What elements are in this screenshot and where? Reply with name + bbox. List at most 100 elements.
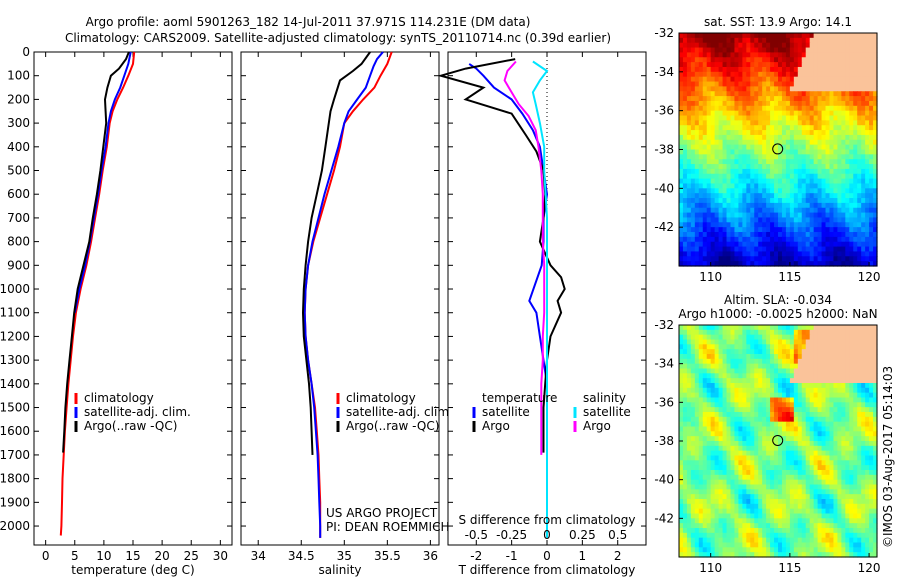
project-credit: US ARGO PROJECT [326, 506, 438, 520]
temperature-legend-label: climatology [84, 391, 154, 405]
temperature-xtick-label: 0 [42, 549, 50, 563]
figure-title-line1: Argo profile: aoml 5901263_182 14-Jul-20… [86, 15, 531, 29]
salinity-xtick-label: 36 [423, 549, 438, 563]
temperature-series-0 [59, 51, 136, 536]
salinity-xlabel: salinity [318, 563, 361, 577]
depth-tick-label: 300 [7, 116, 30, 130]
sla_map-ytick-label: -36 [654, 395, 674, 409]
temperature-series-2 [62, 51, 130, 453]
depth-tick-label: 1900 [0, 495, 30, 509]
sst_map-title: sat. SST: 13.9 Argo: 14.1 [704, 15, 852, 29]
difference-legend-label: satellite [583, 405, 631, 419]
difference-xtick-label: -2 [470, 549, 482, 563]
sst_map-xtick-label: 120 [858, 270, 881, 284]
salinity-frame [240, 51, 440, 546]
salinity-legend-label: climatology [346, 391, 416, 405]
difference-legend-label: satellite [482, 405, 530, 419]
depth-tick-label: 1600 [0, 424, 30, 438]
sst_map-ytick-label: -36 [654, 104, 674, 118]
temperature-xtick-label: 30 [213, 549, 228, 563]
sla_map-ytick-label: -34 [654, 357, 674, 371]
temperature-legend-label: satellite-adj. clim. [84, 405, 191, 419]
salinity-plot: 34 34.5 35 35.5 36 salinity climatologysatelli… [240, 51, 453, 577]
difference-xtick-label: -1 [506, 549, 518, 563]
difference-x2tick-label: 0.25 [569, 528, 596, 542]
imos-credit: ©IMOS 03-Aug-2017 05:14:03 [881, 366, 895, 548]
depth-tick-label: 200 [7, 92, 30, 106]
salinity-xtick-label: 35 [337, 549, 352, 563]
temperature-series-1 [73, 51, 132, 313]
salinity-legend-label: satellite-adj. clim. [346, 405, 453, 419]
difference-xlabel: T difference from climatology [458, 563, 636, 577]
depth-tick-label: 1400 [0, 377, 30, 391]
sla_map-ytick-label: -42 [654, 511, 674, 525]
temperature-xlabel: temperature (deg C) [71, 563, 194, 577]
difference-legend-header: temperature [482, 391, 557, 405]
temperature-legend-label: Argo(..raw -QC) [84, 419, 177, 433]
sla_map-xtick-label: 120 [858, 561, 881, 575]
difference-x2tick-label: -0.25 [496, 528, 527, 542]
sst_map-ytick-label: -34 [654, 65, 674, 79]
depth-tick-label: 1800 [0, 472, 30, 486]
depth-tick-label: 100 [7, 69, 30, 83]
sla_map-ytick-label: -38 [654, 434, 674, 448]
difference-legend-label: Argo [482, 419, 510, 433]
sst_map-xtick-label: 110 [699, 270, 722, 284]
difference-xtick-label: 1 [579, 549, 587, 563]
sst-map: 110 115 120 -32 -34 -36 -38 -40 -42 sat. SST: 13.… [654, 15, 880, 284]
depth-tick-label: 1500 [0, 401, 30, 415]
difference-x2tick-label: 0 [543, 528, 551, 542]
salinity-legend-label: Argo(..raw -QC) [346, 419, 439, 433]
pi-credit: PI: DEAN ROEMMICH [326, 520, 449, 534]
depth-tick-label: 1100 [0, 306, 30, 320]
salinity-series-1 [303, 51, 384, 538]
depth-tick-label: 2000 [0, 519, 30, 533]
temperature-xtick-label: 10 [96, 549, 111, 563]
sla_map-field [679, 325, 878, 558]
temperature-xtick-label: 20 [154, 549, 169, 563]
salinity-xtick-label: 35.5 [374, 549, 401, 563]
sla_map-ytick-label: -40 [654, 473, 674, 487]
depth-tick-label: 500 [7, 164, 30, 178]
difference-legend-header: salinity [583, 391, 626, 405]
sst_map-field [679, 33, 878, 267]
salinity-series-2 [301, 51, 371, 455]
depth-tick-label: 800 [7, 235, 30, 249]
difference-xtick-label: 0 [543, 549, 551, 563]
difference-series-2 [531, 60, 549, 538]
temperature-xtick-label: 15 [125, 549, 140, 563]
depth-tick-label: 1000 [0, 282, 30, 296]
figure-title-line2: Climatology: CARS2009. Satellite-adjuste… [65, 31, 611, 45]
depth-tick-label: 900 [7, 258, 30, 272]
depth-tick-label: 700 [7, 211, 30, 225]
float-position-marker [772, 143, 784, 155]
sla_map-title-upper: Altim. SLA: -0.034 [724, 293, 832, 307]
depth-tick-label: 400 [7, 140, 30, 154]
sla_map-xtick-label: 110 [699, 561, 722, 575]
difference-series-3 [503, 60, 546, 455]
sla_map-title: Argo h1000: -0.0025 h2000: NaN [678, 307, 877, 321]
depth-tick-label: 1700 [0, 448, 30, 462]
sst_map-xtick-label: 115 [778, 270, 801, 284]
sst_map-ytick-label: -40 [654, 181, 674, 195]
depth-tick-label: 1300 [0, 353, 30, 367]
depth-tick-label: 600 [7, 187, 30, 201]
salinity-xtick-label: 34.5 [288, 549, 315, 563]
depth-tick-label: 0 [22, 45, 30, 59]
difference-plot: -2 -1 0 1 2T difference from climatology S di… [437, 51, 647, 577]
sla_map-ytick-label: -32 [654, 318, 674, 332]
sla_map-xtick-label: 115 [778, 561, 801, 575]
sst_map-ytick-label: -38 [654, 143, 674, 157]
sst_map-ytick-label: -42 [654, 220, 674, 234]
difference-x2label: S difference from climatology [459, 513, 636, 527]
depth-tick-label: 1200 [0, 329, 30, 343]
sla-map: 110 115 120 -32 -34 -36 -38 -40 -42 Argo h1000: -… [654, 293, 880, 575]
temperature-frame [33, 51, 233, 546]
temperature-xtick-label: 5 [71, 549, 79, 563]
difference-legend-label: Argo [583, 419, 611, 433]
difference-x2tick-label: 0.5 [608, 528, 627, 542]
temperature-xtick-label: 25 [184, 549, 199, 563]
salinity-xtick-label: 34 [251, 549, 266, 563]
difference-x2tick-label: -0.5 [465, 528, 488, 542]
